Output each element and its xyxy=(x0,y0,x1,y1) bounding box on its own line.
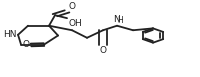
Text: O: O xyxy=(68,2,75,11)
Text: O: O xyxy=(99,46,106,55)
Text: OH: OH xyxy=(68,19,81,28)
Text: H: H xyxy=(117,16,123,25)
Text: N: N xyxy=(112,15,119,24)
Text: O: O xyxy=(22,40,29,49)
Text: HN: HN xyxy=(4,30,17,39)
